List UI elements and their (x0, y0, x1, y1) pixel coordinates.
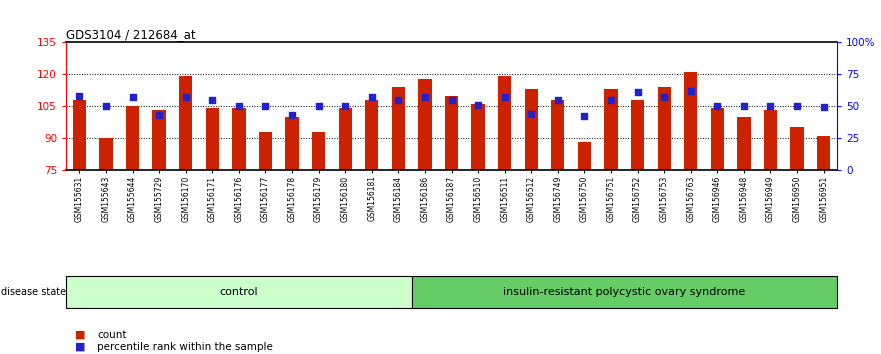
Bar (604, 89, 618, 170)
Point (577, 114, 591, 119)
Bar (737, 117, 751, 170)
Point (418, 95, 432, 100)
Point (338, 103, 352, 109)
Point (524, 111, 538, 117)
Point (232, 103, 246, 109)
Bar (233, 108, 246, 170)
Bar (711, 108, 724, 170)
Bar (100, 138, 113, 170)
Bar (365, 100, 379, 170)
Text: ■: ■ (75, 342, 85, 352)
Point (551, 97, 565, 103)
Bar (552, 100, 565, 170)
Point (125, 95, 139, 100)
Point (710, 103, 724, 109)
Point (258, 103, 272, 109)
Text: disease state ▶: disease state ▶ (1, 287, 77, 297)
Bar (685, 72, 698, 170)
Point (205, 97, 219, 103)
Point (471, 102, 485, 108)
Bar (764, 110, 777, 170)
Bar (338, 108, 352, 170)
Point (737, 103, 751, 109)
Point (604, 97, 618, 103)
Point (444, 97, 458, 103)
Point (72, 93, 86, 99)
Text: count: count (97, 330, 126, 339)
Bar (392, 87, 405, 170)
Bar (126, 106, 139, 170)
Text: control: control (219, 287, 258, 297)
Bar (445, 96, 458, 170)
Bar (524, 89, 538, 170)
Point (312, 103, 326, 109)
Text: ■: ■ (75, 330, 85, 339)
Point (657, 95, 671, 100)
Text: GDS3104 / 212684_at: GDS3104 / 212684_at (66, 28, 196, 41)
Point (285, 112, 299, 118)
Bar (152, 110, 166, 170)
Point (391, 97, 405, 103)
Point (764, 103, 778, 109)
Point (365, 95, 379, 100)
Point (152, 112, 167, 118)
Point (631, 89, 645, 95)
Point (498, 95, 512, 100)
Bar (285, 117, 299, 170)
Bar (179, 76, 192, 170)
Bar (471, 104, 485, 170)
Bar (205, 108, 218, 170)
Bar (817, 136, 830, 170)
Point (179, 95, 193, 100)
Bar (498, 76, 511, 170)
Point (684, 88, 698, 94)
Point (817, 105, 831, 110)
Text: insulin-resistant polycystic ovary syndrome: insulin-resistant polycystic ovary syndr… (503, 287, 745, 297)
Text: percentile rank within the sample: percentile rank within the sample (97, 342, 273, 352)
Bar (578, 142, 591, 170)
Point (99, 103, 113, 109)
Bar (259, 132, 272, 170)
Bar (312, 132, 325, 170)
Bar (631, 100, 644, 170)
Point (790, 103, 804, 109)
Bar (790, 127, 803, 170)
Bar (418, 79, 432, 170)
Bar (73, 100, 86, 170)
Bar (657, 87, 670, 170)
